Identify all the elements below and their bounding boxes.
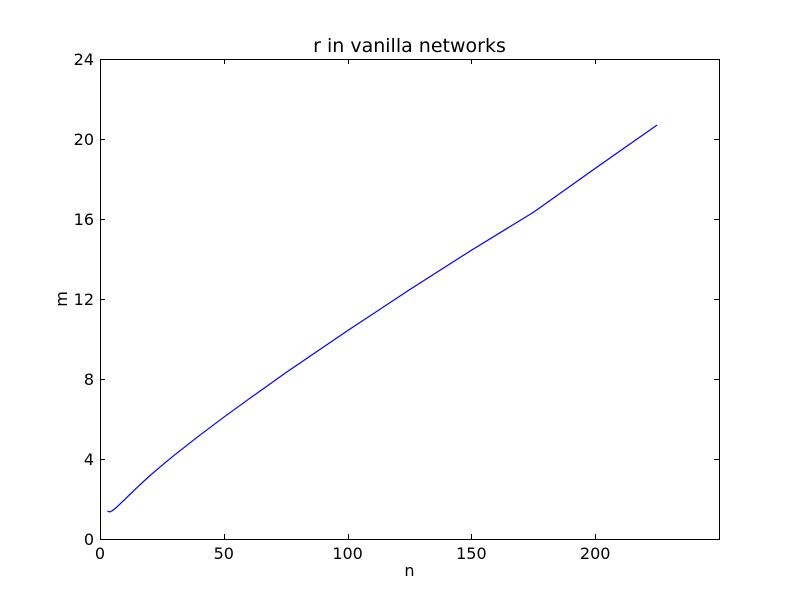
y-tick-label: 16: [74, 210, 94, 229]
x-tick-label: 100: [332, 544, 363, 563]
tick-labels: 0 50 100 150 200 0 4 8 12 16 20 24: [74, 50, 611, 563]
y-tick-label: 24: [74, 50, 94, 69]
x-tick-label: 0: [95, 544, 105, 563]
chart-title: r in vanilla networks: [313, 35, 506, 57]
plot-frame: [100, 59, 720, 540]
x-axis-label: n: [404, 561, 414, 580]
x-tick-label: 150: [456, 544, 487, 563]
plot-area: [100, 59, 719, 539]
y-tick-label: 20: [74, 130, 94, 149]
x-tick-label: 200: [580, 544, 611, 563]
y-tick-label: 0: [84, 530, 94, 549]
series-lines: [107, 124, 658, 513]
y-tick-label: 8: [84, 370, 94, 389]
y-axis-label: m: [52, 291, 71, 307]
series-line: [107, 124, 658, 513]
y-tick-label: 12: [74, 290, 94, 309]
x-tick-label: 50: [214, 544, 234, 563]
y-tick-label: 4: [84, 450, 94, 469]
